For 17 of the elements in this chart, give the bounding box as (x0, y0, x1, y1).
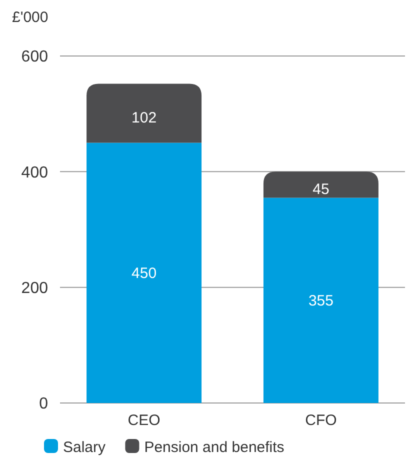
data-label: 355 (308, 292, 334, 310)
y-tick-label: 600 (21, 48, 48, 66)
y-tick-label: 400 (21, 164, 48, 182)
legend-label: Salary (63, 439, 106, 456)
x-tick-label: CFO (305, 412, 337, 429)
legend-label: Pension and benefits (144, 439, 284, 456)
bar (263, 198, 378, 403)
y-axis-title: £'000 (12, 9, 48, 26)
x-tick-label: CEO (128, 412, 160, 429)
y-tick-label: 0 (39, 396, 48, 413)
data-label: 450 (132, 265, 157, 282)
data-label: 45 (312, 180, 330, 198)
data-label: 102 (132, 110, 157, 127)
bar (86, 142, 202, 403)
bar (263, 172, 378, 198)
bar (86, 84, 202, 143)
y-tick-label: 200 (21, 280, 48, 297)
